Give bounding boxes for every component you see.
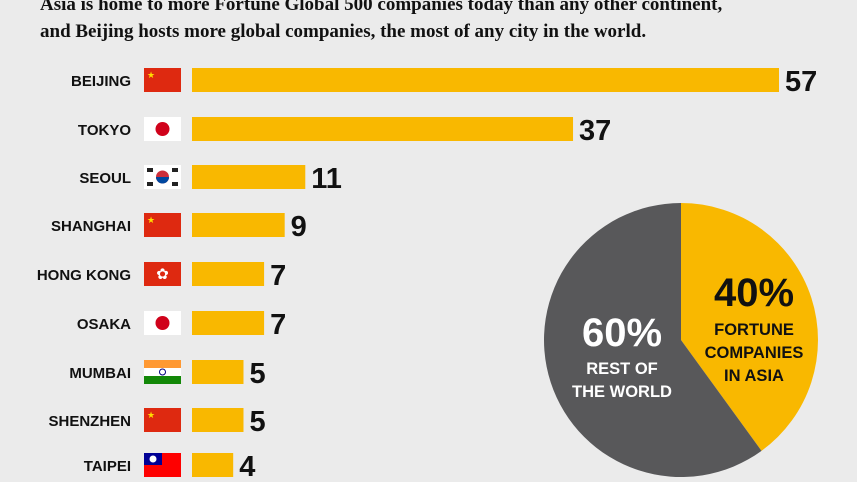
bar	[192, 408, 244, 432]
city-label: SHENZHEN	[48, 413, 131, 430]
svg-text:★: ★	[147, 410, 155, 420]
bar-row: TAIPEI 4	[84, 451, 256, 482]
bar-row: OSAKA 7	[77, 309, 286, 341]
pie-chart: 40% FORTUNE COMPANIES IN ASIA 60% REST OF THE …	[543, 203, 818, 477]
city-label: SEOUL	[79, 170, 131, 187]
bar-row: HONG KONG ✿ 7	[37, 260, 286, 292]
asia-label: COMPANIES	[705, 344, 804, 362]
value-label: 37	[579, 115, 611, 147]
bar	[192, 262, 265, 286]
asia-label: IN ASIA	[724, 367, 784, 385]
bar-row: SEOUL 11	[79, 163, 342, 195]
bar-row: SHENZHEN ★ 5	[48, 406, 265, 438]
bar-row: SHANGHAI ★ 9	[51, 211, 307, 243]
city-label: BEIJING	[71, 73, 131, 90]
bar	[192, 165, 306, 189]
intro-text: Asia is home to more Fortune Global 500 …	[40, 0, 722, 45]
flag-china-icon: ★	[144, 213, 181, 237]
flag-china-icon: ★	[144, 68, 181, 92]
flag-india-icon	[144, 360, 181, 384]
value-label: 57	[785, 66, 817, 98]
svg-text:★: ★	[147, 215, 155, 225]
intro-line-2: and Beijing hosts more global companies,…	[40, 21, 647, 42]
value-label: 5	[249, 358, 265, 390]
pie-slice	[681, 203, 818, 451]
bar	[192, 68, 779, 92]
flag-south-korea-icon	[144, 165, 181, 189]
city-label: OSAKA	[77, 316, 131, 333]
flag-japan-icon	[144, 117, 181, 141]
intro-line-1: Asia is home to more Fortune Global 500 …	[40, 0, 723, 15]
pie-slice	[543, 203, 762, 477]
value-label: 5	[249, 406, 265, 438]
city-label: TAIPEI	[84, 458, 131, 475]
svg-text:★: ★	[147, 70, 155, 80]
svg-text:✿: ✿	[156, 266, 169, 283]
rest-percent: 60%	[582, 311, 662, 355]
bar-row: BEIJING ★ 57	[71, 66, 817, 98]
value-label: 11	[311, 163, 342, 195]
bar-row: MUMBAI 5	[69, 358, 265, 390]
city-label: SHANGHAI	[51, 218, 131, 235]
bar	[192, 453, 234, 477]
flag-taiwan-icon	[144, 453, 181, 477]
flag-japan-icon	[144, 311, 181, 335]
bar	[192, 360, 244, 384]
city-label: HONG KONG	[37, 267, 131, 284]
value-label: 4	[239, 451, 255, 482]
value-label: 7	[270, 309, 286, 341]
bar	[192, 213, 285, 237]
flag-hong-kong-icon: ✿	[144, 262, 181, 286]
rest-label: THE WORLD	[572, 383, 672, 401]
rest-label: REST OF	[586, 360, 658, 378]
flag-china-icon: ★	[144, 408, 181, 432]
bar	[192, 311, 265, 335]
asia-label: FORTUNE	[714, 321, 794, 339]
bar-row: TOKYO 37	[78, 115, 611, 147]
value-label: 7	[270, 260, 286, 292]
bar	[192, 117, 574, 141]
city-label: MUMBAI	[69, 365, 131, 382]
asia-percent: 40%	[714, 271, 794, 315]
city-label: TOKYO	[78, 122, 131, 139]
value-label: 9	[291, 211, 307, 243]
